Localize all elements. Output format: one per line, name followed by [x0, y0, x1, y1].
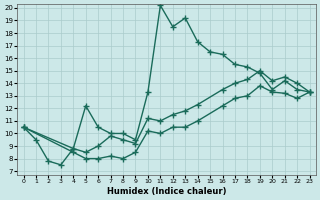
X-axis label: Humidex (Indice chaleur): Humidex (Indice chaleur): [107, 187, 226, 196]
